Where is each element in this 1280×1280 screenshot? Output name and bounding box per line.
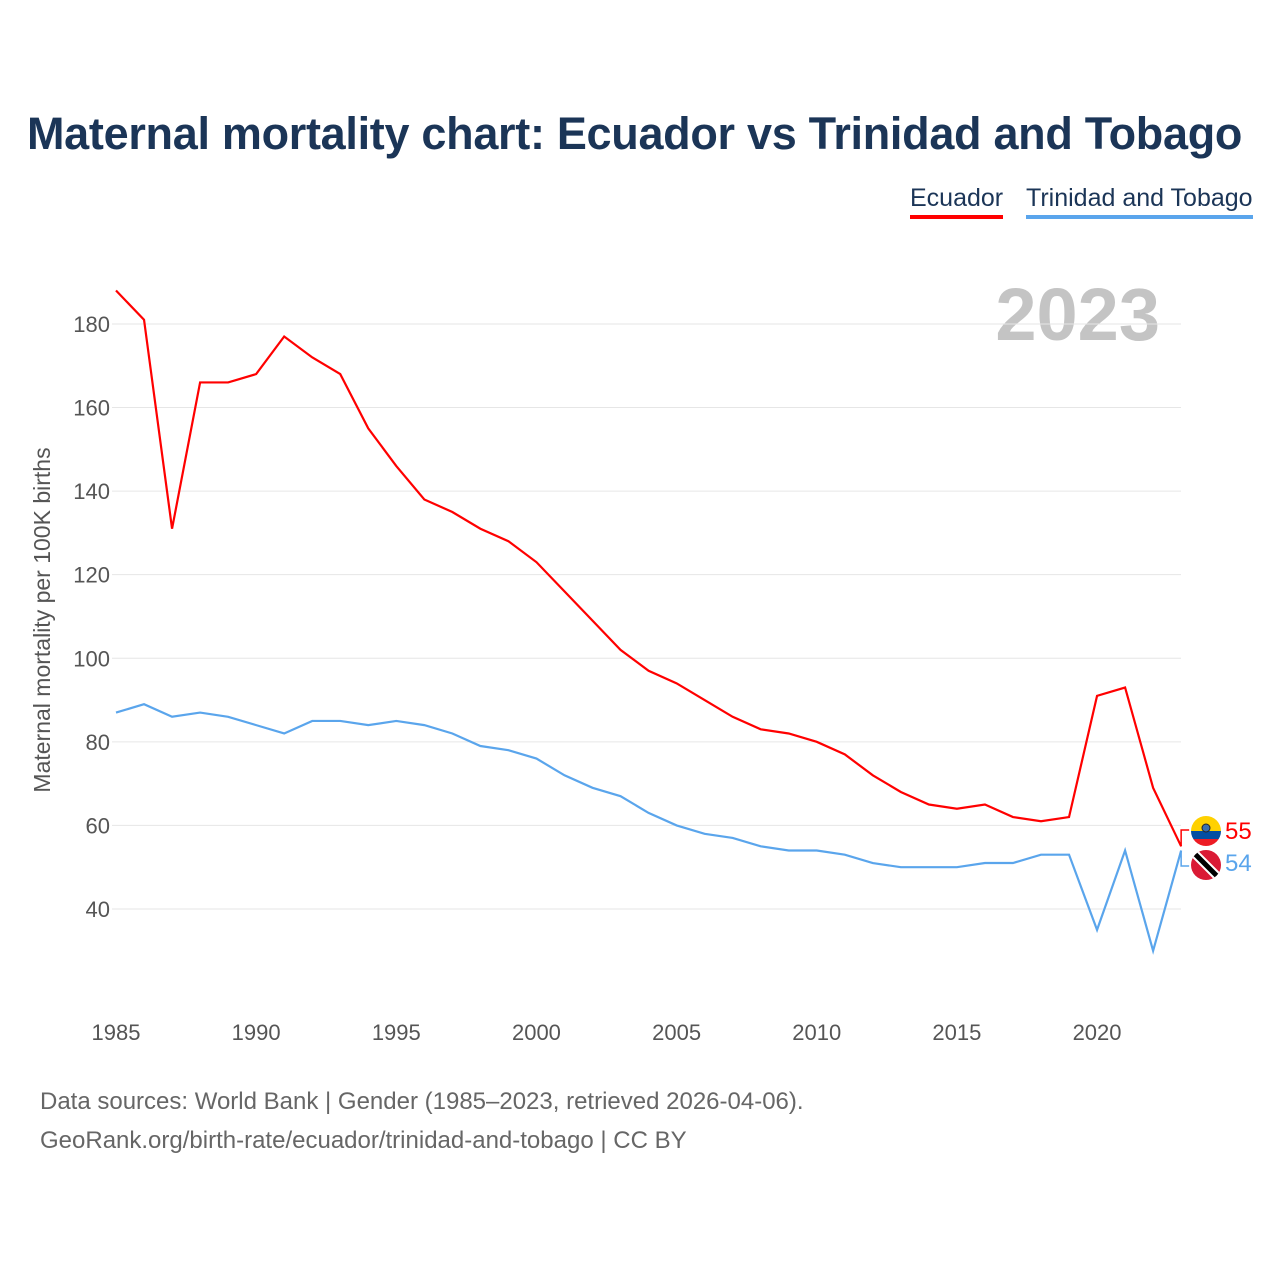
year-label: 2023 (995, 273, 1160, 356)
y-tick-label: 40 (86, 897, 110, 922)
x-tick-label: 1995 (372, 1020, 421, 1045)
x-tick-label: 2005 (652, 1020, 701, 1045)
y-tick-label: 80 (86, 730, 110, 755)
series-line-ecuador (115, 289, 1183, 847)
flag-black-stripe (1191, 850, 1221, 880)
y-axis-label: Maternal mortality per 100K births (29, 447, 55, 792)
chart-title: Maternal mortality chart: Ecuador vs Tri… (27, 108, 1243, 159)
y-tick-label: 140 (73, 479, 110, 504)
connector (1180, 829, 1190, 847)
y-tick-label: 120 (73, 563, 110, 588)
y-tick-label: 160 (73, 396, 110, 421)
flag-red (1191, 839, 1221, 846)
x-tick-label: 1985 (92, 1020, 141, 1045)
flag-blue (1191, 831, 1221, 839)
x-tick-label: 2015 (932, 1020, 981, 1045)
x-tick-label: 2000 (512, 1020, 561, 1045)
series-line-trinidad-and-tobago (115, 703, 1183, 955)
source-line-2[interactable]: GeoRank.org/birth-rate/ecuador/trinidad-… (40, 1127, 687, 1154)
flag-body (1191, 816, 1221, 846)
source-line-1: Data sources: World Bank | Gender (1985–… (40, 1088, 804, 1115)
x-tick-label: 2010 (792, 1020, 841, 1045)
connector (1180, 850, 1190, 867)
legend-ecuador[interactable]: Ecuador (910, 184, 1004, 219)
y-tick-label: 60 (86, 813, 110, 838)
y-tick-label: 100 (73, 646, 110, 671)
end-value-label: 55 (1225, 818, 1252, 845)
legend-trinidad-and-tobago[interactable]: Trinidad and Tobago (1026, 184, 1253, 219)
trinidad-and-tobago-flag-icon (1191, 850, 1221, 880)
y-tick-label: 180 (73, 312, 110, 337)
x-tick-label: 2020 (1073, 1020, 1122, 1045)
ecuador-flag-icon (1191, 816, 1221, 846)
flag-body (1191, 850, 1221, 880)
x-tick-label: 1990 (232, 1020, 281, 1045)
end-value-label: 54 (1225, 850, 1252, 877)
flag-emblem (1201, 823, 1211, 833)
